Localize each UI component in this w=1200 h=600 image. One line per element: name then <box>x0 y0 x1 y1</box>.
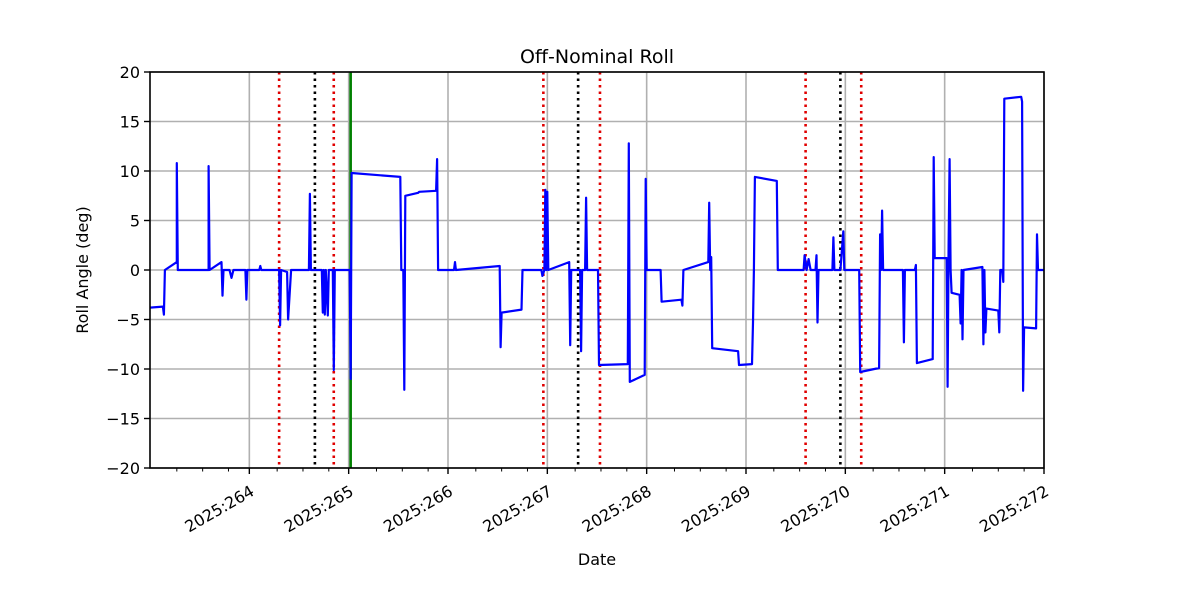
x-axis-title: Date <box>578 550 616 569</box>
chart-title: Off-Nominal Roll <box>520 46 674 68</box>
y-tick-label-8: 20 <box>120 63 140 82</box>
y-tick-label-4: 0 <box>130 261 140 280</box>
y-tick-label-5: 5 <box>130 212 140 231</box>
series-layer <box>150 95 1044 392</box>
y-tick-label-7: 15 <box>120 113 140 132</box>
y-tick-label-0: −20 <box>106 459 140 478</box>
y-tick-label-3: −5 <box>116 311 140 330</box>
y-axis-title: Roll Angle (deg) <box>73 206 92 333</box>
vertical-markers <box>277 72 863 468</box>
y-axis: −20 −15 −10 −5 0 5 10 15 20 <box>106 63 150 478</box>
series-line-0 <box>150 95 1044 392</box>
y-tick-label-2: −10 <box>106 360 140 379</box>
y-tick-label-1: −15 <box>106 410 140 429</box>
y-tick-label-6: 10 <box>120 162 140 181</box>
